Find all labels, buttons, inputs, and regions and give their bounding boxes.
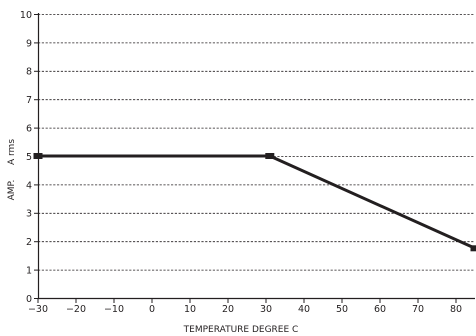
x-tick-label: 40 (298, 304, 310, 315)
x-tick-label: −10 (104, 304, 124, 315)
series-group (33, 153, 476, 252)
y-tick-label: 1 (26, 266, 32, 277)
y-tick-label: 0 (26, 294, 32, 305)
y-tick-label: 4 (26, 180, 32, 191)
grid-lines (38, 14, 475, 271)
x-tick-label: 60 (374, 304, 386, 315)
y-tick-label: 7 (26, 95, 32, 106)
y-axis-title-right: A rms (7, 139, 17, 165)
x-tick-label: 80 (450, 304, 462, 315)
data-point-marker (265, 153, 275, 159)
y-tick-label: 10 (20, 10, 32, 21)
y-tick-label: 5 (26, 152, 32, 163)
x-axis-ticks: −30 −20 −10 0 10 20 30 40 50 60 70 80 (28, 298, 462, 315)
series-line (38, 154, 476, 250)
y-tick-label: 3 (26, 209, 32, 220)
x-tick-label: 0 (149, 304, 155, 315)
y-tick-label: 8 (26, 67, 32, 78)
data-point-marker (33, 153, 43, 159)
x-tick-label: 70 (412, 304, 424, 315)
x-tick-label: 50 (336, 304, 348, 315)
x-axis-title: TEMPERATURE DEGREE C (183, 325, 299, 335)
y-axis-ticks: 0 1 2 3 4 5 6 7 8 9 10 (20, 10, 39, 305)
y-tick-label: 9 (26, 38, 32, 49)
y-tick-label: 6 (26, 124, 32, 135)
y-axis-title-left: AMP. (7, 180, 17, 201)
x-tick-label: 20 (222, 304, 234, 315)
data-point-marker (470, 245, 476, 252)
x-tick-label: −20 (66, 304, 86, 315)
x-tick-label: 30 (260, 304, 272, 315)
x-tick-label: −30 (28, 304, 48, 315)
y-tick-label: 2 (26, 237, 32, 248)
x-tick-label: 10 (184, 304, 196, 315)
